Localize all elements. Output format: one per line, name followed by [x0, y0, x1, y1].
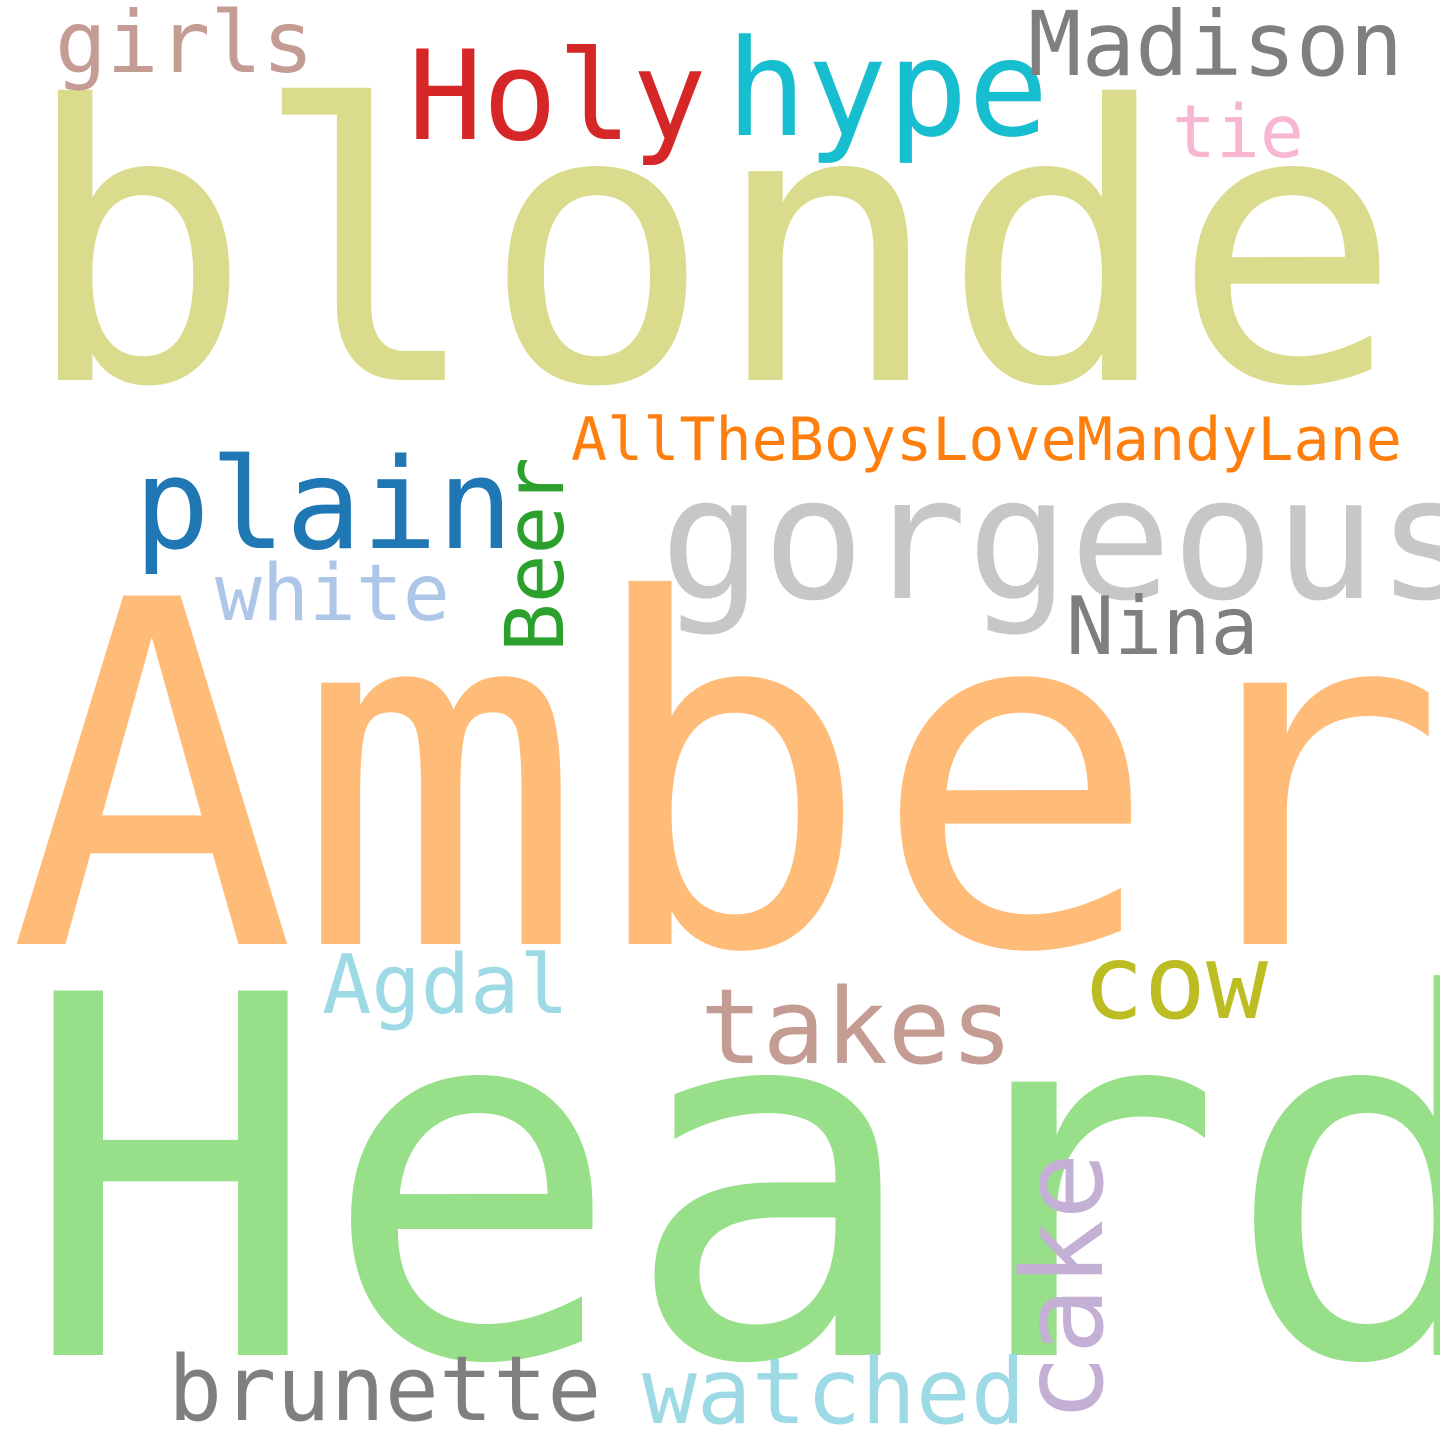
word-brunette: brunette [168, 1337, 602, 1440]
word-tie: tie [1172, 90, 1304, 175]
word-amber: Amber [8, 500, 1440, 1057]
word-girls: girls [55, 0, 314, 93]
word-agdal: Agdal [322, 938, 569, 1033]
word-heard: Heard [20, 891, 1440, 1440]
word-alltheboys: AllTheBoysLoveMandyLane [571, 405, 1402, 475]
word-gorgeous: gorgeous [660, 441, 1440, 639]
word-hype: hype [726, 11, 1049, 167]
word-beer: Beer [489, 456, 583, 652]
word-watched: watched [642, 1340, 1026, 1440]
word-white: white [215, 549, 450, 639]
word-holy: Holy [408, 25, 707, 169]
word-blonde: blonde [22, 26, 1402, 471]
word-plain: plain [134, 431, 514, 578]
word-nina: Nina [1066, 580, 1259, 673]
word-madison: Madison [1028, 0, 1404, 96]
word-cow: cow [1082, 923, 1269, 1043]
word-takes: takes [700, 966, 1014, 1088]
